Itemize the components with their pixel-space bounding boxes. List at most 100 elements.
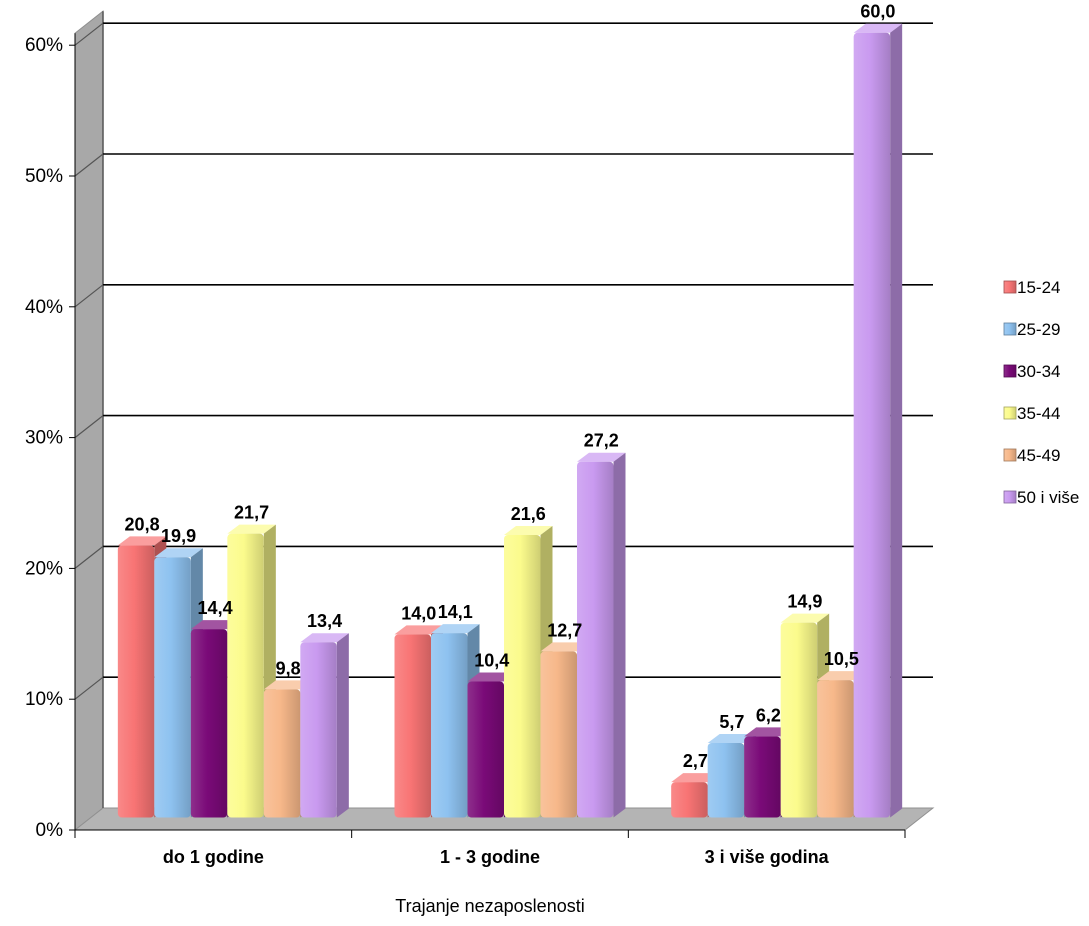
y-tick-label: 50% [25, 166, 63, 187]
y-axis: 0% 10% 20% 30% 40% 50% 60% [25, 33, 76, 841]
legend-swatch [1003, 364, 1017, 378]
legend-item: 45-49 [1003, 446, 1060, 465]
x-axis-label: Trajanje nezaposlenosti [395, 896, 584, 916]
y-tick-label: 30% [25, 428, 63, 449]
x-tick-label: do 1 godine [163, 847, 264, 867]
bar-front [154, 557, 191, 818]
data-label: 19,9 [161, 526, 196, 546]
legend-label: 50 i više [1017, 488, 1079, 507]
bar-top [853, 23, 903, 33]
legend: 15-24 25-29 30-34 35-44 45-49 50 i više [1003, 278, 1079, 507]
data-label: 10,4 [474, 650, 509, 670]
legend-label: 15-24 [1017, 278, 1060, 297]
bar-front [300, 642, 337, 818]
y-tick-label: 10% [25, 689, 63, 710]
legend-swatch [1003, 490, 1017, 504]
bar-top [707, 733, 757, 743]
legend-item: 50 i više [1003, 488, 1079, 507]
legend-label: 45-49 [1017, 446, 1060, 465]
bar-front [577, 461, 614, 818]
data-label: 13,4 [307, 611, 342, 631]
bar-top [394, 625, 443, 635]
bar-front [780, 622, 818, 818]
legend-label: 35-44 [1017, 404, 1060, 423]
y-tick-label: 60% [25, 35, 63, 56]
left-wall [74, 10, 104, 832]
data-label: 12,7 [547, 620, 582, 640]
legend-swatch [1003, 406, 1017, 420]
y-tick-label: 0% [36, 820, 64, 841]
data-label: 21,6 [511, 504, 546, 524]
bar-front [671, 782, 708, 818]
data-label: 20,8 [125, 514, 160, 534]
data-label: 10,5 [824, 649, 859, 669]
bar-front [504, 534, 541, 818]
bar-top [300, 633, 349, 643]
bar-top [577, 452, 626, 462]
gridline-wall [74, 415, 104, 439]
bar-front [707, 742, 745, 818]
legend-label: 25-29 [1017, 320, 1060, 339]
x-axis: do 1 godine 1 - 3 godine 3 i više godina [74, 829, 906, 867]
x-tick-label: 1 - 3 godine [440, 847, 540, 867]
data-label: 6,2 [756, 705, 781, 725]
bar-front [263, 689, 301, 818]
bar-top [540, 642, 589, 652]
legend-item: 35-44 [1003, 404, 1060, 423]
bar-front [227, 533, 264, 818]
legend-item: 30-34 [1003, 362, 1060, 381]
data-labels: 20,819,9 14,4 21,7 9,8 13,4 14,0 14,1 10,4 21,6 1… [125, 2, 896, 771]
bar-front [431, 633, 468, 818]
bar-side [613, 452, 626, 818]
bar-top [817, 671, 866, 681]
gridline-wall [74, 22, 104, 46]
bar-front [744, 736, 781, 818]
legend-swatch [1003, 448, 1017, 462]
data-label: 14,9 [787, 592, 822, 612]
bar-side [890, 23, 903, 818]
bar-top [467, 672, 516, 682]
bar-front [540, 651, 577, 818]
data-label: 21,7 [234, 503, 269, 523]
legend-swatch [1003, 322, 1017, 336]
bar-front [394, 634, 431, 818]
legend-item: 25-29 [1003, 320, 1060, 339]
data-label: 5,7 [719, 712, 744, 732]
bar-front [853, 32, 891, 818]
gridline-wall [74, 676, 104, 700]
data-label: 14,1 [438, 602, 473, 622]
bar-front [817, 680, 854, 818]
bar-top [117, 536, 167, 546]
bar-side [336, 633, 349, 818]
bar-top [744, 727, 793, 737]
bar-front [190, 629, 228, 818]
y-tick-label: 40% [25, 297, 63, 318]
bar-front [117, 545, 155, 818]
legend-label: 30-34 [1017, 362, 1060, 381]
bar-top [227, 524, 276, 534]
bar-top [263, 680, 313, 690]
data-label: 14,4 [198, 598, 233, 618]
bar-top [671, 773, 720, 783]
bar [853, 23, 903, 818]
bar [300, 633, 349, 818]
data-label: 14,0 [401, 603, 436, 623]
bar-top [431, 624, 480, 634]
gridline-wall [74, 545, 104, 569]
gridline-wall [74, 153, 104, 177]
y-tick-label: 20% [25, 558, 63, 579]
data-label: 9,8 [276, 658, 301, 678]
bar-top [190, 620, 240, 630]
data-label: 27,2 [584, 431, 619, 451]
gridline-wall [74, 284, 104, 308]
bar-front [467, 681, 504, 818]
legend-item: 15-24 [1003, 278, 1060, 297]
bar-top [504, 525, 553, 535]
bar-top [154, 548, 203, 558]
data-label: 2,7 [683, 751, 708, 771]
bar [577, 452, 626, 818]
bars [117, 23, 903, 818]
x-tick-label: 3 i više godina [705, 847, 830, 867]
data-label: 60,0 [860, 2, 895, 22]
